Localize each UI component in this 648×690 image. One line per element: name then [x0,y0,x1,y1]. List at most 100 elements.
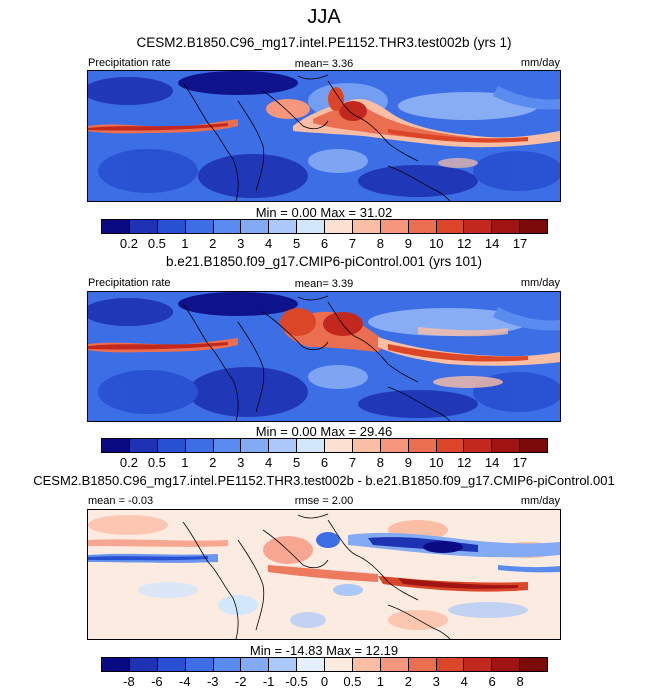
colorbar-tick-label: 0.2 [119,455,138,470]
colorbar-swatch [241,658,270,671]
colorbar-tick-label: 3 [237,455,245,470]
colorbar-tick-label: 7 [348,455,357,470]
panel-3-colorbar-labels: -8 -6 -4 -3 -2 -1 -0.5 0 0.5 1 2 3 4 6 8 [101,674,548,689]
colorbar-swatch [380,220,409,233]
panel-2-title: b.e21.B1850.f09_g17.CMIP6-piControl.001 … [166,254,482,269]
itcz-rain-band [88,307,560,388]
panel-2-mean-label: mean= 3.39 [294,278,354,290]
colorbar-tick-label: -1 [262,674,275,689]
colorbar-swatch [492,439,521,452]
colorbar-swatch [492,658,521,671]
colorbar-tick-label: 17 [512,236,528,251]
colorbar-tick-label: 5 [292,236,301,251]
colorbar-tick-label: 6 [488,674,496,689]
colorbar-swatch [185,658,214,671]
panel-2-colorbar-labels: 0.2 0.5 1 2 3 4 5 6 7 8 9 10 12 14 17 [101,455,548,470]
colorbar-swatch [492,220,521,233]
colorbar-tick-label: 0.5 [343,674,362,689]
colorbar-swatch [520,220,547,233]
colorbar-swatch [408,439,437,452]
colorbar-tick-label: -6 [151,674,163,689]
coastlines [182,74,451,201]
colorbar-tick-label: 5 [292,455,301,470]
colorbar-swatch [129,439,158,452]
colorbar-tick-label: 3 [432,674,440,689]
colorbar-swatch [102,220,130,233]
colorbar-swatch [464,658,493,671]
colorbar-swatch [352,439,381,452]
colorbar-tick-label: 0 [320,674,329,689]
itcz-rain-band [88,86,560,168]
colorbar-tick-label: 7 [348,236,357,251]
colorbar-swatch [325,220,353,233]
colorbar-tick-label: 1 [181,236,189,251]
colorbar-swatch [436,220,465,233]
colorbar-tick-label: 1 [181,455,189,470]
colorbar-tick-label: -4 [179,674,191,689]
colorbar-swatch [297,220,325,233]
panel-1-mean-label: mean= 3.36 [294,58,354,70]
panel-3-map-svg [88,510,560,639]
colorbar-swatch [297,658,325,671]
colorbar-swatch [269,658,298,671]
panel-1-colorbar-labels: 0.2 0.5 1 2 3 4 5 6 7 8 9 10 12 14 17 [101,236,548,251]
colorbar-swatch [157,658,186,671]
colorbar-swatch [464,439,493,452]
colorbar-tick-label: 10 [429,236,444,251]
panel-1-minmax: Min = 0.00 Max = 31.02 [255,205,393,220]
colorbar-swatch [297,439,325,452]
colorbar-tick-label: 0.2 [119,236,138,251]
colorbar-tick-label: 6 [320,455,329,470]
colorbar-tick-label: 8 [376,236,384,251]
colorbar-swatch [157,439,186,452]
coastlines [182,295,451,421]
panel-1-variable-label: Precipitation rate [88,57,171,69]
colorbar-swatch [185,220,214,233]
colorbar-swatch [213,220,242,233]
colorbar-swatch [380,439,409,452]
colorbar-tick-label: 9 [404,455,412,470]
colorbar-tick-label: -3 [206,674,219,689]
panel-1-precip-map [87,70,561,202]
dry-regions [88,292,560,418]
colorbar-tick-label: 3 [237,236,245,251]
panel-2-units-label: mm/day [520,277,560,289]
panel-3-difference-map [87,509,561,640]
colorbar-tick-label: 2 [209,236,217,251]
coastlines [182,513,451,639]
colorbar-tick-label: -2 [234,674,247,689]
colorbar-tick-label: 8 [516,674,524,689]
colorbar-swatch [380,658,409,671]
colorbar-swatch [241,220,270,233]
colorbar-swatch [352,220,381,233]
colorbar-tick-label: 14 [484,236,500,251]
panel-1-units-label: mm/day [520,57,560,69]
negative-anomalies [88,532,560,628]
panel-3-units-label: mm/day [520,495,560,507]
dry-regions [88,71,560,198]
colorbar-swatch [325,439,353,452]
colorbar-tick-label: 4 [265,236,273,251]
colorbar-swatch [352,658,381,671]
colorbar-tick-label: 2 [404,674,412,689]
panel-3-colorbar [101,657,548,672]
colorbar-swatch [102,439,130,452]
colorbar-tick-label: 4 [460,674,468,689]
colorbar-swatch [269,439,298,452]
panel-2-variable-label: Precipitation rate [88,277,171,289]
colorbar-swatch [102,658,130,671]
panel-3-mean-label: mean = -0.03 [88,495,154,507]
panel-3-title: CESM2.B1850.C96_mg17.intel.PE1152.THR3.t… [33,473,615,488]
colorbar-swatch [129,658,158,671]
panel-1-colorbar [101,219,548,234]
colorbar-swatch [436,439,465,452]
colorbar-tick-label: 9 [404,236,412,251]
colorbar-swatch [269,220,298,233]
colorbar-swatch [185,439,214,452]
colorbar-tick-label: -8 [123,674,135,689]
colorbar-swatch [213,439,242,452]
colorbar-tick-label: 0.5 [147,455,166,470]
colorbar-tick-label: 6 [320,236,329,251]
panel-2-minmax: Min = 0.00 Max = 29.46 [255,424,393,439]
colorbar-swatch [241,439,270,452]
